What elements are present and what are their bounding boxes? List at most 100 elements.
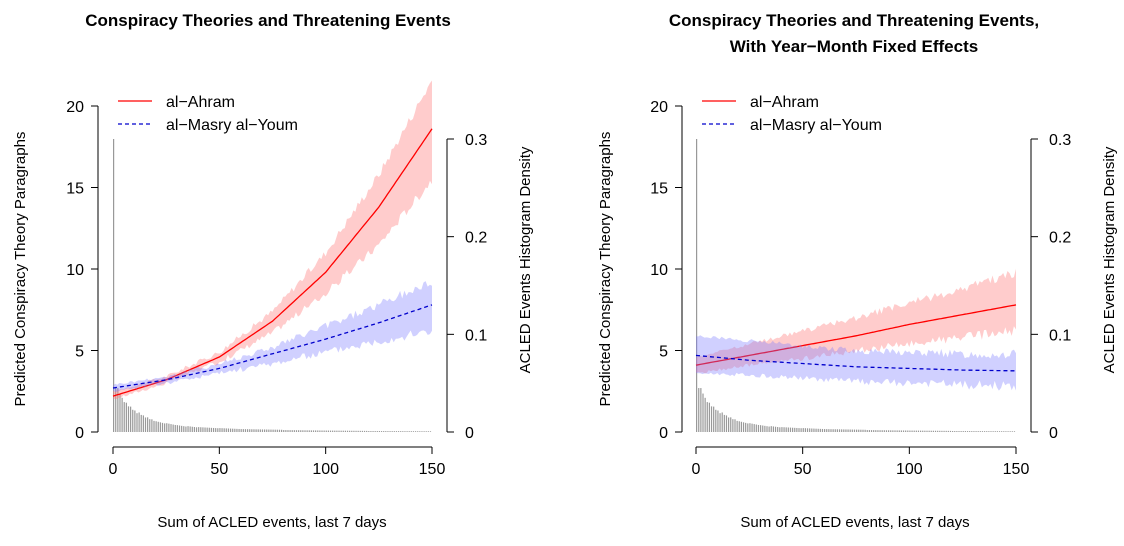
histogram-bar: [847, 429, 849, 432]
histogram-bar: [881, 430, 883, 432]
histogram-bar: [410, 431, 412, 432]
histogram-bar: [157, 421, 159, 432]
histogram-bar: [941, 430, 943, 432]
histogram-bar: [151, 419, 153, 432]
x-tick-label: 150: [1003, 461, 1030, 478]
histogram-bar: [304, 430, 306, 432]
histogram-bar: [351, 430, 353, 432]
histogram-bar: [806, 428, 809, 432]
histogram-bar: [246, 429, 249, 432]
histogram-bar: [719, 413, 721, 432]
histogram-bar: [332, 430, 334, 432]
x-tick-label: 0: [109, 461, 118, 478]
histogram-bar: [334, 430, 336, 432]
histogram-bar: [170, 424, 172, 432]
legend: al−Ahram al−Masry al−Youm: [118, 94, 298, 134]
histogram-bar: [168, 423, 170, 432]
ci-band-ahram: [113, 80, 432, 399]
histogram-bar: [340, 430, 342, 432]
y-tick-label-right: 0.3: [465, 132, 487, 149]
histogram-bar: [696, 139, 698, 432]
y-tick-label-right: 0.3: [1049, 132, 1071, 149]
histogram-bar: [704, 397, 706, 432]
histogram-bar: [404, 431, 406, 432]
histogram-bar: [832, 429, 834, 432]
legend-label-masry: al−Masry al−Youm: [166, 117, 298, 134]
histogram-bar: [924, 430, 926, 432]
histogram-bar: [838, 429, 841, 432]
histogram-bar: [977, 431, 979, 432]
axis-ticks: 0 50 100 150 0 5 10 15 20 0 0.1 0.2 0.3: [66, 99, 487, 478]
histogram-bar: [753, 424, 755, 432]
histogram-bar: [943, 430, 945, 432]
histogram-bar: [781, 427, 783, 432]
histogram-bar: [890, 430, 892, 432]
histogram-bar: [815, 428, 817, 432]
histogram-bar: [1007, 431, 1009, 432]
histogram-bar: [142, 415, 144, 432]
histogram-bar: [215, 428, 217, 432]
plot-area: [695, 139, 1017, 432]
histogram-bar: [845, 429, 847, 432]
histogram-bar: [954, 431, 956, 432]
legend: al−Ahram al−Masry al−Youm: [702, 94, 882, 134]
histogram-bar: [998, 431, 1001, 432]
histogram-bar: [363, 430, 366, 432]
histogram-bar: [826, 429, 828, 432]
x-tick-label: 150: [419, 461, 446, 478]
histogram-bar: [898, 430, 900, 432]
y-axis-right-label: ACLED Events Histogram Density: [517, 146, 534, 373]
histogram-bar: [960, 431, 962, 432]
histogram-bar: [860, 429, 862, 432]
histogram-bar: [240, 429, 242, 432]
histogram-bar: [287, 430, 289, 432]
histogram-bar: [276, 429, 278, 432]
histogram-bar: [824, 429, 826, 432]
histogram-bar: [408, 431, 410, 432]
histogram-bar: [393, 431, 395, 432]
histogram-bar: [198, 427, 200, 432]
y-tick-label-right: 0: [465, 425, 474, 442]
histogram-bar: [274, 429, 276, 432]
histogram-bar: [310, 430, 312, 432]
histogram-bar: [932, 430, 934, 432]
histogram-bar: [221, 428, 223, 432]
series-line-masry: [695, 354, 1017, 372]
histogram-bar: [984, 431, 986, 432]
histogram-bar: [698, 388, 700, 432]
x-tick-label: 0: [692, 461, 701, 478]
histogram-bar: [153, 420, 155, 432]
histogram-bar: [119, 393, 121, 432]
histogram-bar: [828, 429, 830, 432]
histogram-bar: [361, 430, 364, 432]
histogram-bar: [189, 426, 191, 432]
histogram-bar: [866, 430, 868, 432]
histogram-bar: [992, 431, 994, 432]
histogram-bar: [764, 425, 766, 432]
histogram-bar: [798, 428, 800, 432]
histogram-bar: [868, 430, 870, 432]
histogram-bar: [149, 419, 151, 432]
histogram-bar: [155, 421, 157, 432]
histogram-bar: [242, 429, 244, 432]
histogram-bar: [875, 430, 877, 432]
histogram-bar: [204, 427, 206, 432]
histogram-bar: [391, 431, 393, 432]
histogram-bar: [792, 427, 794, 432]
y-tick-label-left: 15: [650, 181, 668, 198]
histogram-bar: [219, 428, 221, 432]
histogram-bar: [988, 431, 990, 432]
histogram-bar: [423, 431, 425, 432]
histogram-bar: [740, 421, 742, 432]
histogram-bar: [414, 431, 417, 432]
histogram-bar: [329, 430, 332, 432]
histogram-bar: [259, 429, 261, 432]
histogram-bar: [1011, 431, 1013, 432]
chart-title-line-1: Conspiracy Theories and Threatening Even…: [669, 11, 1039, 30]
histogram-bar: [981, 431, 984, 432]
histogram-bar: [383, 431, 385, 432]
histogram-bar: [760, 425, 762, 432]
histogram-bar: [813, 428, 815, 432]
histogram-bar: [140, 414, 142, 432]
histogram-bar: [319, 430, 321, 432]
